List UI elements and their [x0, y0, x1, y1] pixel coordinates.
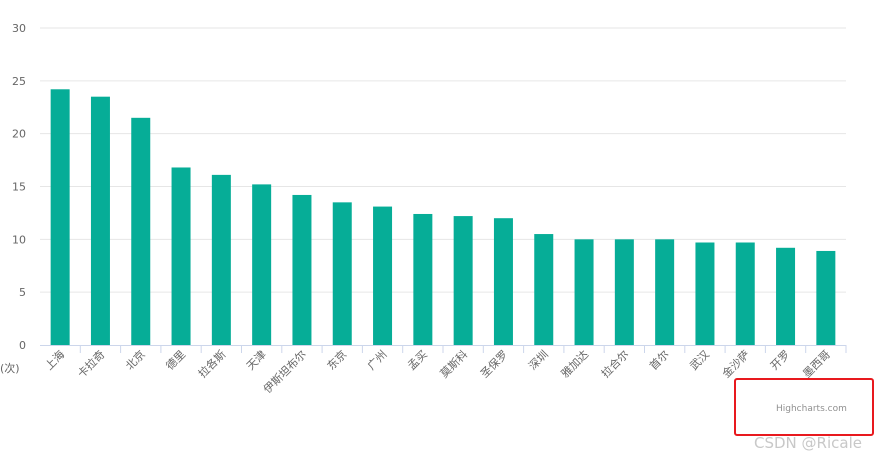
x-tick-label: 金沙萨 — [719, 347, 752, 380]
bar — [413, 213, 433, 345]
y-tick-label: 30 — [12, 22, 26, 35]
bar — [816, 250, 836, 345]
bar — [252, 184, 272, 345]
bar — [574, 239, 594, 345]
bar — [776, 247, 796, 345]
x-tick-label: 天津 — [244, 348, 269, 373]
bar — [373, 206, 393, 345]
x-tick-label: 拉合尔 — [598, 347, 631, 380]
x-tick-label: 雅加达 — [558, 347, 591, 380]
highlight-box — [734, 378, 874, 436]
y-tick-label: 5 — [19, 286, 26, 299]
bar — [453, 216, 473, 345]
x-tick-label: 广州 — [365, 348, 390, 373]
x-tick-label: 首尔 — [646, 347, 671, 372]
x-tick-label: 德里 — [163, 347, 188, 372]
bar — [131, 117, 151, 345]
bar — [171, 167, 191, 345]
bar — [695, 242, 715, 345]
x-tick-label: 上海 — [42, 347, 67, 372]
x-tick-label: 深圳 — [526, 348, 551, 373]
x-tick-label: 东京 — [324, 347, 349, 372]
y-tick-label: 0 — [19, 339, 26, 352]
credits-link[interactable]: Highcharts.com — [776, 404, 847, 414]
bar — [211, 174, 231, 345]
bar — [332, 202, 352, 345]
y-tick-label: 15 — [12, 181, 26, 194]
bar — [50, 89, 70, 345]
x-tick-label: 莫斯科 — [437, 347, 470, 380]
bar — [493, 218, 513, 345]
x-tick-label: 孟买 — [405, 348, 430, 373]
bar — [614, 239, 634, 345]
x-tick-label: 伊斯坦布尔 — [260, 347, 309, 396]
bar — [655, 239, 675, 345]
x-tick-label: 圣保罗 — [477, 347, 510, 380]
y-tick-label: 10 — [12, 233, 26, 246]
bar — [735, 242, 755, 345]
x-tick-label: 北京 — [122, 347, 147, 372]
bar — [534, 234, 554, 345]
x-tick-label: 拉各斯 — [195, 347, 228, 380]
y-axis-unit-label: (次) — [0, 361, 20, 375]
y-tick-label: 25 — [12, 75, 26, 88]
y-tick-label: 20 — [12, 128, 26, 141]
x-tick-label: 卡拉奇 — [74, 347, 107, 380]
bar — [90, 96, 110, 345]
x-tick-label: 开罗 — [768, 348, 793, 373]
watermark: CSDN @Ricale — [754, 434, 862, 452]
bar — [292, 194, 312, 345]
x-tick-label: 武汉 — [687, 348, 712, 373]
